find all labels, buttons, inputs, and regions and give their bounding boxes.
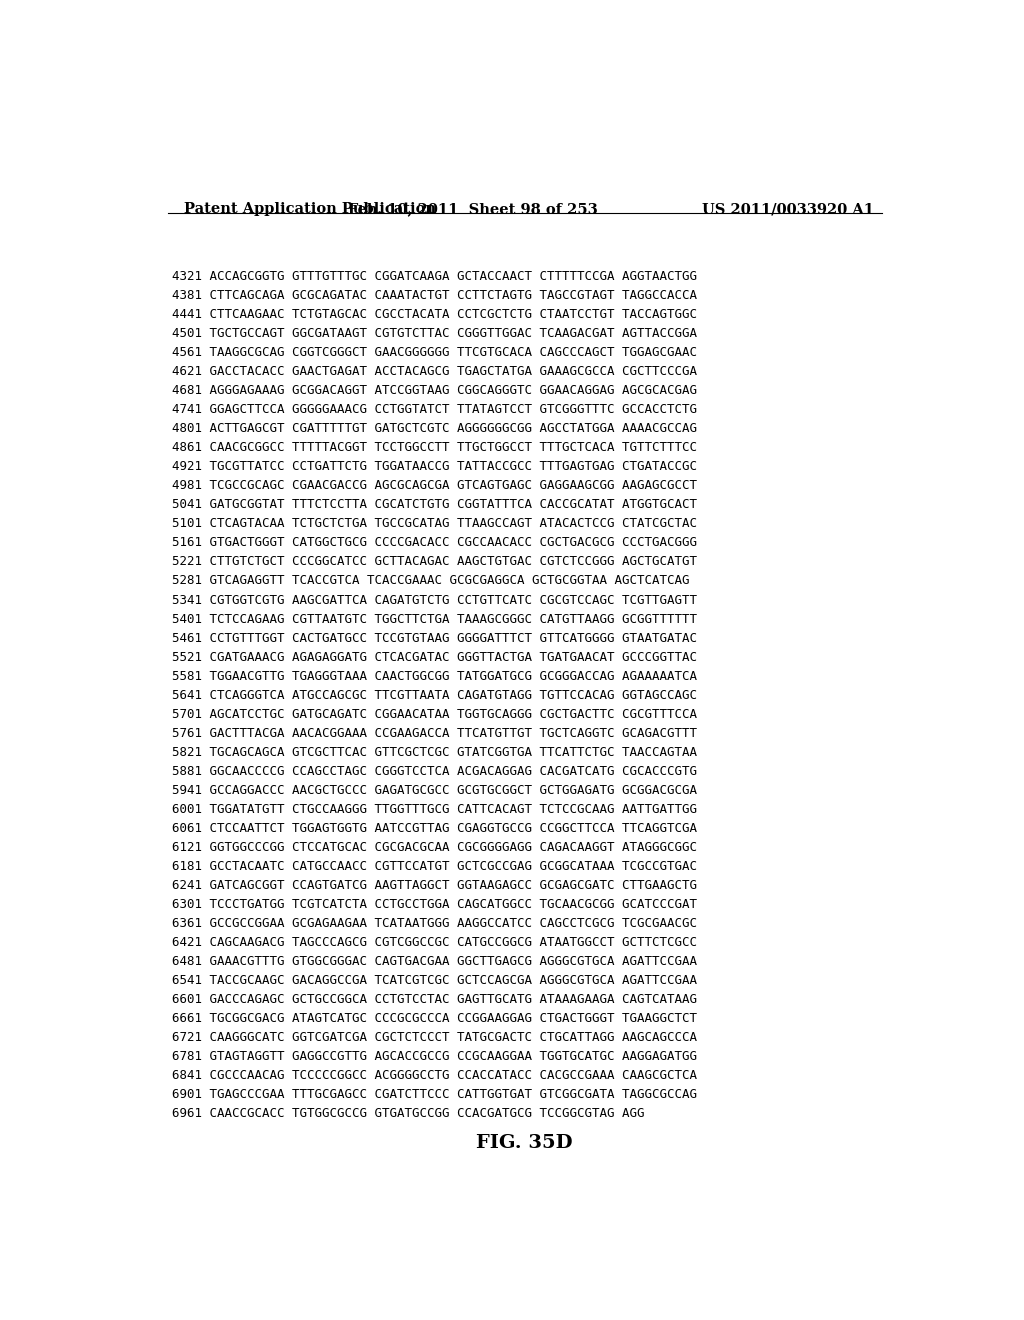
Text: 5161 GTGACTGGGT CATGGCTGCG CCCCGACACC CGCCAACACC CGCTGACGCG CCCTGACGGG: 5161 GTGACTGGGT CATGGCTGCG CCCCGACACC CG… xyxy=(172,536,696,549)
Text: 4501 TGCTGCCAGT GGCGATAAGT CGTGTCTTAC CGGGTTGGAC TCAAGACGAT AGTTACCGGA: 4501 TGCTGCCAGT GGCGATAAGT CGTGTCTTAC CG… xyxy=(172,327,696,341)
Text: 4381 CTTCAGCAGA GCGCAGATAC CAAATACTGT CCTTCTAGTG TAGCCGTAGT TAGGCCACCA: 4381 CTTCAGCAGA GCGCAGATAC CAAATACTGT CC… xyxy=(172,289,696,302)
Text: 5101 CTCAGTACAA TCTGCTCTGA TGCCGCATAG TTAAGCCAGT ATACACTCCG CTATCGCTAC: 5101 CTCAGTACAA TCTGCTCTGA TGCCGCATAG TT… xyxy=(172,517,696,531)
Text: 4981 TCGCCGCAGC CGAACGACCG AGCGCAGCGA GTCAGTGAGC GAGGAAGCGG AAGAGCGCCT: 4981 TCGCCGCAGC CGAACGACCG AGCGCAGCGA GT… xyxy=(172,479,696,492)
Text: 5221 CTTGTCTGCT CCCGGCATCC GCTTACAGAC AAGCTGTGAC CGTCTCCGGG AGCTGCATGT: 5221 CTTGTCTGCT CCCGGCATCC GCTTACAGAC AA… xyxy=(172,556,696,569)
Text: 6601 GACCCAGAGC GCTGCCGGCA CCTGTCCTAC GAGTTGCATG ATAAAGAAGA CAGTCATAAG: 6601 GACCCAGAGC GCTGCCGGCA CCTGTCCTAC GA… xyxy=(172,993,696,1006)
Text: US 2011/0033920 A1: US 2011/0033920 A1 xyxy=(702,202,873,216)
Text: 5761 GACTTTACGA AACACGGAAA CCGAAGACCA TTCATGTTGT TGCTCAGGTC GCAGACGTTT: 5761 GACTTTACGA AACACGGAAA CCGAAGACCA TT… xyxy=(172,726,696,739)
Text: Feb. 10, 2011  Sheet 98 of 253: Feb. 10, 2011 Sheet 98 of 253 xyxy=(348,202,598,216)
Text: 6481 GAAACGTTTG GTGGCGGGAC CAGTGACGAA GGCTTGAGCG AGGGCGTGCA AGATTCCGAA: 6481 GAAACGTTTG GTGGCGGGAC CAGTGACGAA GG… xyxy=(172,954,696,968)
Text: 5701 AGCATCCTGC GATGCAGATC CGGAACATAA TGGTGCAGGG CGCTGACTTC CGCGTTTCCA: 5701 AGCATCCTGC GATGCAGATC CGGAACATAA TG… xyxy=(172,708,696,721)
Text: 5881 GGCAACCCCG CCAGCCTAGC CGGGTCCTCA ACGACAGGAG CACGATCATG CGCACCCGTG: 5881 GGCAACCCCG CCAGCCTAGC CGGGTCCTCA AC… xyxy=(172,764,696,777)
Text: 6361 GCCGCCGGAA GCGAGAAGAA TCATAATGGG AAGGCCATCC CAGCCTCGCG TCGCGAACGC: 6361 GCCGCCGGAA GCGAGAAGAA TCATAATGGG AA… xyxy=(172,917,696,929)
Text: 6901 TGAGCCCGAA TTTGCGAGCC CGATCTTCCC CATTGGTGAT GTCGGCGATA TAGGCGCCAG: 6901 TGAGCCCGAA TTTGCGAGCC CGATCTTCCC CA… xyxy=(172,1088,696,1101)
Text: FIG. 35D: FIG. 35D xyxy=(476,1134,573,1152)
Text: 6421 CAGCAAGACG TAGCCCAGCG CGTCGGCCGC CATGCCGGCG ATAATGGCCT GCTTCTCGCC: 6421 CAGCAAGACG TAGCCCAGCG CGTCGGCCGC CA… xyxy=(172,936,696,949)
Text: 5401 TCTCCAGAAG CGTTAATGTC TGGCTTCTGA TAAAGCGGGC CATGTTAAGG GCGGTTTTTT: 5401 TCTCCAGAAG CGTTAATGTC TGGCTTCTGA TA… xyxy=(172,612,696,626)
Text: 4741 GGAGCTTCCA GGGGGAAACG CCTGGTATCT TTATAGTCCT GTCGGGTTTC GCCACCTCTG: 4741 GGAGCTTCCA GGGGGAAACG CCTGGTATCT TT… xyxy=(172,404,696,416)
Text: 5461 CCTGTTTGGT CACTGATGCC TCCGTGTAAG GGGGATTTCT GTTCATGGGG GTAATGATAC: 5461 CCTGTTTGGT CACTGATGCC TCCGTGTAAG GG… xyxy=(172,631,696,644)
Text: 5581 TGGAACGTTG TGAGGGTAAA CAACTGGCGG TATGGATGCG GCGGGACCAG AGAAAAATCA: 5581 TGGAACGTTG TGAGGGTAAA CAACTGGCGG TA… xyxy=(172,669,696,682)
Text: 5821 TGCAGCAGCA GTCGCTTCAC GTTCGCTCGC GTATCGGTGA TTCATTCTGC TAACCAGTAA: 5821 TGCAGCAGCA GTCGCTTCAC GTTCGCTCGC GT… xyxy=(172,746,696,759)
Text: 5041 GATGCGGTAT TTTCTCCTTA CGCATCTGTG CGGTATTTCA CACCGCATAT ATGGTGCACT: 5041 GATGCGGTAT TTTCTCCTTA CGCATCTGTG CG… xyxy=(172,499,696,511)
Text: 6721 CAAGGGCATC GGTCGATCGA CGCTCTCCCT TATGCGACTC CTGCATTAGG AAGCAGCCCA: 6721 CAAGGGCATC GGTCGATCGA CGCTCTCCCT TA… xyxy=(172,1031,696,1044)
Text: 5941 GCCAGGACCC AACGCTGCCC GAGATGCGCC GCGTGCGGCT GCTGGAGATG GCGGACGCGA: 5941 GCCAGGACCC AACGCTGCCC GAGATGCGCC GC… xyxy=(172,784,696,797)
Text: 6541 TACCGCAAGC GACAGGCCGA TCATCGTCGC GCTCCAGCGA AGGGCGTGCA AGATTCCGAA: 6541 TACCGCAAGC GACAGGCCGA TCATCGTCGC GC… xyxy=(172,974,696,987)
Text: 5341 CGTGGTCGTG AAGCGATTCA CAGATGTCTG CCTGTTCATC CGCGTCCAGC TCGTTGAGTT: 5341 CGTGGTCGTG AAGCGATTCA CAGATGTCTG CC… xyxy=(172,594,696,606)
Text: 4801 ACTTGAGCGT CGATTTTTGT GATGCTCGTC AGGGGGGCGG AGCCTATGGA AAAACGCCAG: 4801 ACTTGAGCGT CGATTTTTGT GATGCTCGTC AG… xyxy=(172,422,696,436)
Text: 4621 GACCTACACC GAACTGAGAT ACCTACAGCG TGAGCTATGA GAAAGCGCCA CGCTTCCCGA: 4621 GACCTACACC GAACTGAGAT ACCTACAGCG TG… xyxy=(172,366,696,379)
Text: 6121 GGTGGCCCGG CTCCATGCAC CGCGACGCAA CGCGGGGAGG CAGACAAGGT ATAGGGCGGC: 6121 GGTGGCCCGG CTCCATGCAC CGCGACGCAA CG… xyxy=(172,841,696,854)
Text: 6961 CAACCGCACC TGTGGCGCCG GTGATGCCGG CCACGATGCG TCCGGCGTAG AGG: 6961 CAACCGCACC TGTGGCGCCG GTGATGCCGG CC… xyxy=(172,1107,644,1119)
Text: 6781 GTAGTAGGTT GAGGCCGTTG AGCACCGCCG CCGCAAGGAA TGGTGCATGC AAGGAGATGG: 6781 GTAGTAGGTT GAGGCCGTTG AGCACCGCCG CC… xyxy=(172,1049,696,1063)
Text: 4921 TGCGTTATCC CCTGATTCTG TGGATAACCG TATTACCGCC TTTGAGTGAG CTGATACCGC: 4921 TGCGTTATCC CCTGATTCTG TGGATAACCG TA… xyxy=(172,461,696,474)
Text: 6061 CTCCAATTCT TGGAGTGGTG AATCCGTTAG CGAGGTGCCG CCGGCTTCCA TTCAGGTCGA: 6061 CTCCAATTCT TGGAGTGGTG AATCCGTTAG CG… xyxy=(172,822,696,834)
Text: 5521 CGATGAAACG AGAGAGGATG CTCACGATAC GGGTTACTGA TGATGAACAT GCCCGGTTAC: 5521 CGATGAAACG AGAGAGGATG CTCACGATAC GG… xyxy=(172,651,696,664)
Text: 6661 TGCGGCGACG ATAGTCATGC CCCGCGCCCA CCGGAAGGAG CTGACTGGGT TGAAGGCTCT: 6661 TGCGGCGACG ATAGTCATGC CCCGCGCCCA CC… xyxy=(172,1012,696,1024)
Text: Patent Application Publication: Patent Application Publication xyxy=(183,202,435,216)
Text: 4861 CAACGCGGCC TTTTTACGGT TCCTGGCCTT TTGCTGGCCT TTTGCTCACA TGTTCTTTCC: 4861 CAACGCGGCC TTTTTACGGT TCCTGGCCTT TT… xyxy=(172,441,696,454)
Text: 4681 AGGGAGAAAG GCGGACAGGT ATCCGGTAAG CGGCAGGGTC GGAACAGGAG AGCGCACGAG: 4681 AGGGAGAAAG GCGGACAGGT ATCCGGTAAG CG… xyxy=(172,384,696,397)
Text: 6001 TGGATATGTT CTGCCAAGGG TTGGTTTGCG CATTCACAGT TCTCCGCAAG AATTGATTGG: 6001 TGGATATGTT CTGCCAAGGG TTGGTTTGCG CA… xyxy=(172,803,696,816)
Text: 6181 GCCTACAATC CATGCCAACC CGTTCCATGT GCTCGCCGAG GCGGCATAAA TCGCCGTGAC: 6181 GCCTACAATC CATGCCAACC CGTTCCATGT GC… xyxy=(172,859,696,873)
Text: 5281 GTCAGAGGTT TCACCGTCA TCACCGAAAC GCGCGAGGCA GCTGCGGTAA AGCTCATCAG: 5281 GTCAGAGGTT TCACCGTCA TCACCGAAAC GCG… xyxy=(172,574,689,587)
Text: 4561 TAAGGCGCAG CGGTCGGGCT GAACGGGGGG TTCGTGCACA CAGCCCAGCT TGGAGCGAAC: 4561 TAAGGCGCAG CGGTCGGGCT GAACGGGGGG TT… xyxy=(172,346,696,359)
Text: 6241 GATCAGCGGT CCAGTGATCG AAGTTAGGCT GGTAAGAGCC GCGAGCGATC CTTGAAGCTG: 6241 GATCAGCGGT CCAGTGATCG AAGTTAGGCT GG… xyxy=(172,879,696,892)
Text: 5641 CTCAGGGTCA ATGCCAGCGC TTCGTTAATA CAGATGTAGG TGTTCCACAG GGTAGCCAGC: 5641 CTCAGGGTCA ATGCCAGCGC TTCGTTAATA CA… xyxy=(172,689,696,702)
Text: 6301 TCCCTGATGG TCGTCATCTA CCTGCCTGGA CAGCATGGCC TGCAACGCGG GCATCCCGAT: 6301 TCCCTGATGG TCGTCATCTA CCTGCCTGGA CA… xyxy=(172,898,696,911)
Text: 4441 CTTCAAGAAC TCTGTAGCAC CGCCTACATA CCTCGCTCTG CTAATCCTGT TACCAGTGGC: 4441 CTTCAAGAAC TCTGTAGCAC CGCCTACATA CC… xyxy=(172,309,696,321)
Text: 4321 ACCAGCGGTG GTTTGTTTGC CGGATCAAGA GCTACCAACT CTTTTTCCGA AGGTAACTGG: 4321 ACCAGCGGTG GTTTGTTTGC CGGATCAAGA GC… xyxy=(172,271,696,284)
Text: 6841 CGCCCAACAG TCCCCCGGCC ACGGGGCCTG CCACCATACC CACGCCGAAA CAAGCGCTCA: 6841 CGCCCAACAG TCCCCCGGCC ACGGGGCCTG CC… xyxy=(172,1069,696,1082)
